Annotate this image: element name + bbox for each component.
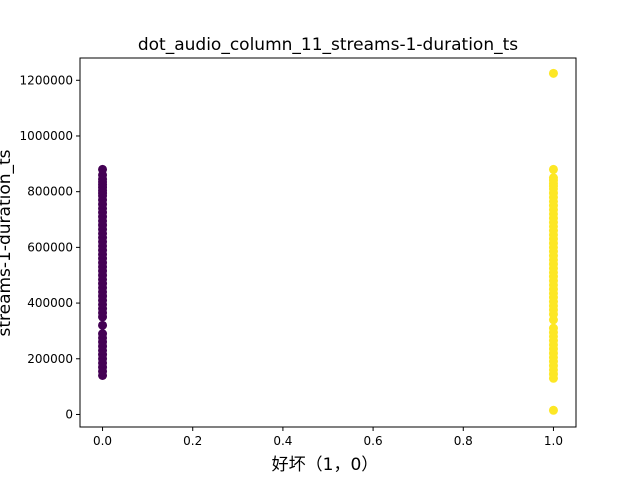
point-class-1 xyxy=(548,173,558,183)
point-class-0 xyxy=(98,164,108,174)
y-tick-label: 800000 xyxy=(27,185,73,199)
y-tick-label: 400000 xyxy=(27,296,73,310)
point-class-1 xyxy=(548,68,558,78)
point-class-0 xyxy=(98,329,108,339)
point-class-1 xyxy=(548,164,558,174)
x-axis-label: 好坏（1，0） xyxy=(272,455,379,475)
point-class-1 xyxy=(548,405,558,415)
point-class-0 xyxy=(98,320,108,330)
x-tick-label: 0.0 xyxy=(93,434,112,448)
x-tick-label: 0.8 xyxy=(454,434,473,448)
y-axis-label: streams-1-duration_ts xyxy=(0,149,15,336)
plot-frame xyxy=(79,57,577,428)
x-tick-label: 0.4 xyxy=(273,434,292,448)
y-tick-label: 200000 xyxy=(27,352,73,366)
y-tick-label: 600000 xyxy=(27,240,73,254)
x-tick-label: 1.0 xyxy=(544,434,563,448)
x-axis: 0.0 0.2 0.4 0.6 0.8 1.0 xyxy=(93,427,563,448)
x-tick-label: 0.2 xyxy=(183,434,202,448)
point-class-1 xyxy=(548,323,558,333)
chart-title: dot_audio_column_11_streams-1-duration_t… xyxy=(138,35,518,55)
y-tick-label: 0 xyxy=(65,407,73,421)
y-axis: 0 200000 400000 600000 800000 1000000 1200000 xyxy=(20,73,80,421)
y-tick-label: 1000000 xyxy=(20,129,73,143)
y-tick-label: 1200000 xyxy=(20,73,73,87)
data-points xyxy=(98,68,558,415)
x-tick-label: 0.6 xyxy=(364,434,383,448)
